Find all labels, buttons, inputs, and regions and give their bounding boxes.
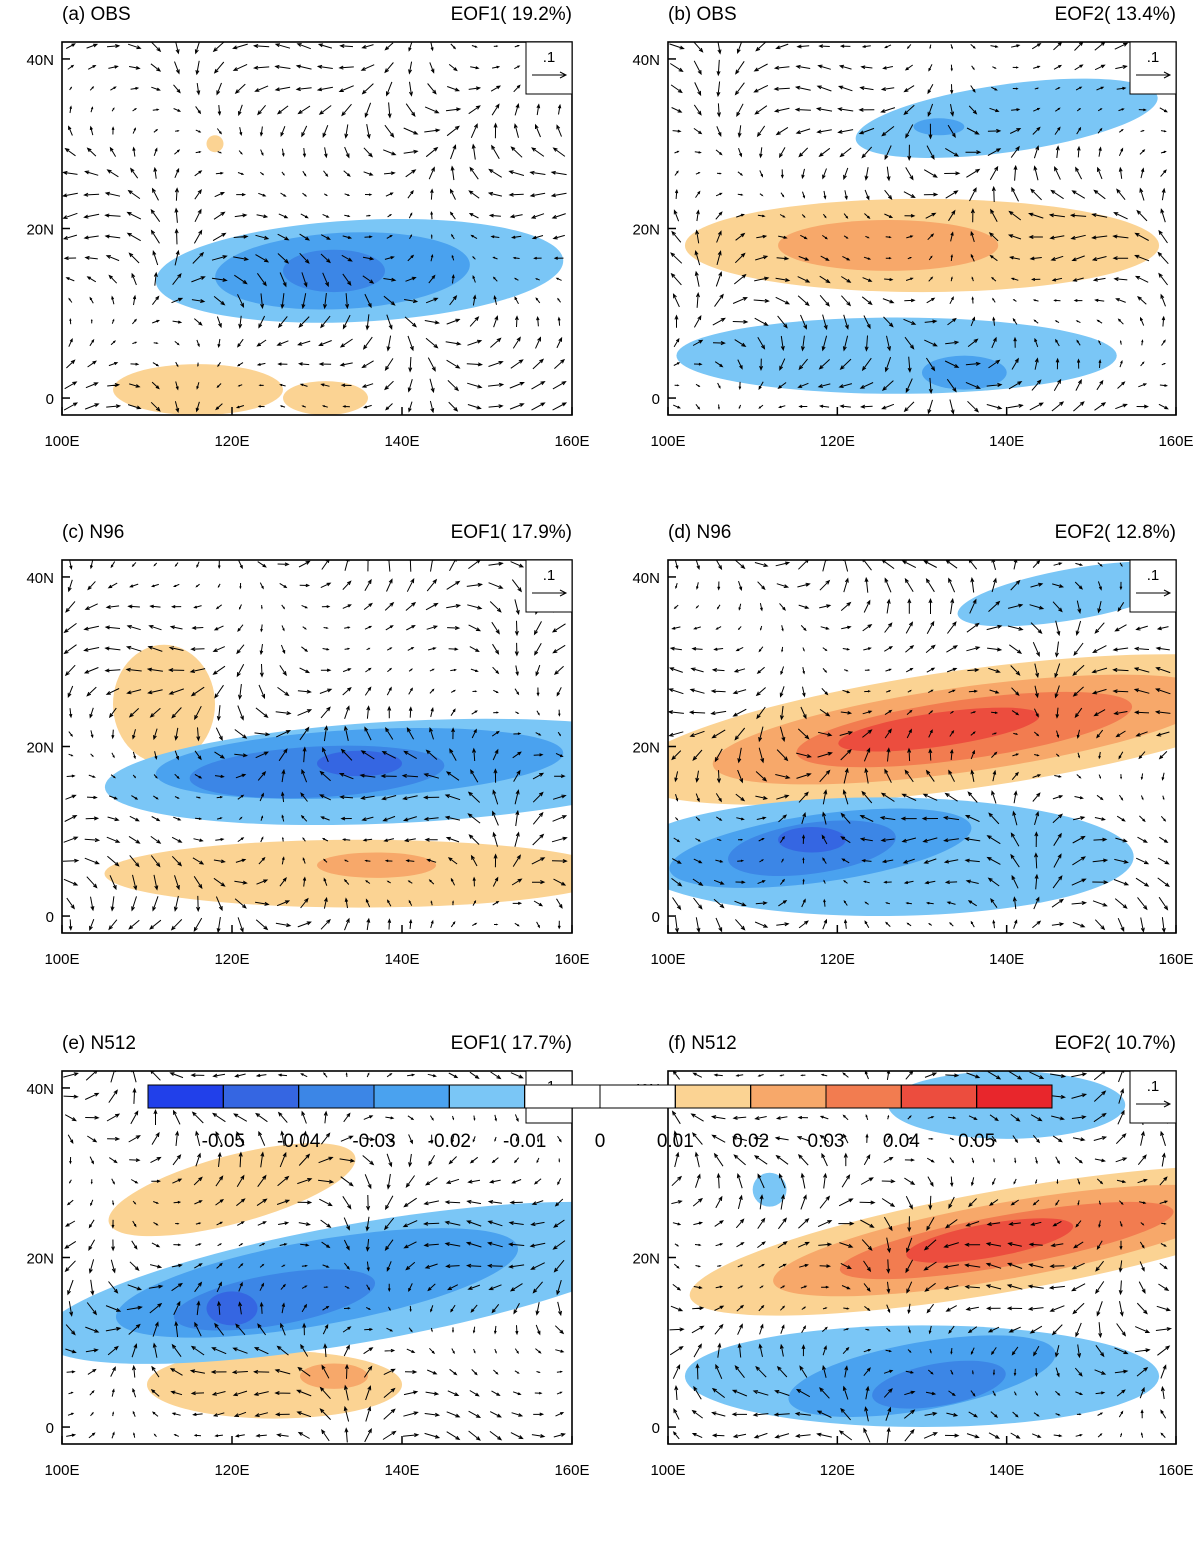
panel-label: (c) N96 bbox=[62, 522, 124, 543]
y-tick-label: 0 bbox=[46, 909, 54, 926]
x-tick-label: 160E bbox=[554, 1462, 589, 1479]
x-tick-label: 120E bbox=[820, 951, 855, 968]
y-tick-label: 0 bbox=[46, 1420, 54, 1437]
x-tick-label: 140E bbox=[989, 951, 1024, 968]
x-tick-label: 100E bbox=[44, 1462, 79, 1479]
colorbar-label: -0.03 bbox=[352, 1131, 395, 1152]
shaded-region bbox=[851, 64, 1162, 174]
y-tick-label: 0 bbox=[652, 909, 660, 926]
colorbar-box bbox=[826, 1085, 901, 1108]
y-tick-label: 20N bbox=[632, 740, 660, 757]
y-tick-label: 0 bbox=[652, 391, 660, 408]
panel-title: EOF1( 17.9%) bbox=[451, 522, 572, 543]
colorbar-box bbox=[600, 1085, 675, 1108]
colorbar-box bbox=[525, 1085, 600, 1108]
colorbar-box bbox=[374, 1085, 449, 1108]
panel-label: (e) N512 bbox=[62, 1033, 136, 1054]
colorbar-label: -0.02 bbox=[428, 1131, 471, 1152]
x-tick-label: 140E bbox=[989, 1462, 1024, 1479]
ref-vector-label: .1 bbox=[543, 49, 556, 66]
colorbar-box bbox=[223, 1085, 298, 1108]
y-tick-label: 0 bbox=[46, 391, 54, 408]
colorbar-box bbox=[675, 1085, 750, 1108]
x-tick-label: 100E bbox=[44, 433, 79, 450]
ref-vector-label: .1 bbox=[543, 567, 556, 584]
y-tick-label: 20N bbox=[26, 1251, 54, 1268]
colorbar-label: 0.02 bbox=[732, 1131, 769, 1152]
colorbar-label: 0.05 bbox=[958, 1131, 995, 1152]
map-panel bbox=[63, 557, 702, 932]
panel-label: (b) OBS bbox=[668, 4, 737, 25]
y-tick-label: 20N bbox=[26, 740, 54, 757]
map-panel bbox=[63, 39, 566, 415]
x-tick-label: 140E bbox=[384, 951, 419, 968]
x-tick-label: 100E bbox=[650, 951, 685, 968]
shaded-region bbox=[914, 118, 965, 135]
y-tick-label: 40N bbox=[632, 570, 660, 587]
x-tick-label: 100E bbox=[650, 1462, 685, 1479]
colorbar-label: 0.01 bbox=[657, 1131, 694, 1152]
ref-vector-label: .1 bbox=[1147, 1078, 1160, 1095]
x-tick-label: 160E bbox=[554, 951, 589, 968]
shaded-region bbox=[778, 827, 846, 852]
x-tick-label: 120E bbox=[214, 433, 249, 450]
colorbar-box bbox=[449, 1085, 524, 1108]
y-tick-label: 40N bbox=[26, 1081, 54, 1098]
y-tick-label: 20N bbox=[632, 222, 660, 239]
map-panel bbox=[31, 1068, 688, 1442]
y-tick-label: 20N bbox=[26, 222, 54, 239]
map-panel bbox=[621, 548, 1200, 932]
colorbar-label: -0.01 bbox=[503, 1131, 546, 1152]
x-tick-label: 140E bbox=[989, 433, 1024, 450]
colorbar-box bbox=[299, 1085, 374, 1108]
shaded-region bbox=[207, 135, 224, 152]
x-tick-label: 100E bbox=[650, 433, 685, 450]
colorbar-label: 0.04 bbox=[883, 1131, 920, 1152]
panel-title: EOF2( 13.4%) bbox=[1055, 4, 1176, 25]
y-tick-label: 0 bbox=[652, 1420, 660, 1437]
ref-vector-label: .1 bbox=[1147, 49, 1160, 66]
panel-label: (d) N96 bbox=[668, 522, 731, 543]
y-tick-label: 40N bbox=[26, 570, 54, 587]
panel-title: EOF2( 12.8%) bbox=[1055, 522, 1176, 543]
shaded-region bbox=[676, 318, 1116, 394]
x-tick-label: 120E bbox=[820, 433, 855, 450]
colorbar-box bbox=[751, 1085, 826, 1108]
y-tick-label: 40N bbox=[26, 52, 54, 69]
shaded-region bbox=[283, 381, 368, 415]
colorbar-box bbox=[977, 1085, 1052, 1108]
x-tick-label: 120E bbox=[820, 1462, 855, 1479]
panel-label: (a) OBS bbox=[62, 4, 131, 25]
ref-vector-label: .1 bbox=[1147, 567, 1160, 584]
panel-title: EOF1( 19.2%) bbox=[451, 4, 572, 25]
x-tick-label: 140E bbox=[384, 1462, 419, 1479]
panel-label: (f) N512 bbox=[668, 1033, 737, 1054]
x-tick-label: 100E bbox=[44, 951, 79, 968]
colorbar-label: -0.05 bbox=[202, 1131, 245, 1152]
colorbar-label: 0.03 bbox=[808, 1131, 845, 1152]
shaded-region bbox=[283, 250, 385, 292]
x-tick-label: 160E bbox=[554, 433, 589, 450]
x-tick-label: 160E bbox=[1158, 1462, 1193, 1479]
panel-title: EOF1( 17.7%) bbox=[451, 1033, 572, 1054]
x-tick-label: 120E bbox=[214, 951, 249, 968]
map-panel bbox=[670, 1069, 1200, 1443]
y-tick-label: 20N bbox=[632, 1251, 660, 1268]
shaded-region bbox=[317, 852, 436, 877]
panel-title: EOF2( 10.7%) bbox=[1055, 1033, 1176, 1054]
map-panel bbox=[669, 39, 1170, 413]
x-tick-label: 120E bbox=[214, 1462, 249, 1479]
colorbar-box bbox=[148, 1085, 223, 1108]
colorbar-box bbox=[901, 1085, 976, 1108]
x-tick-label: 160E bbox=[1158, 951, 1193, 968]
y-tick-label: 40N bbox=[632, 52, 660, 69]
shaded-region bbox=[778, 220, 998, 271]
colorbar-label: 0 bbox=[595, 1131, 606, 1152]
colorbar-label: -0.04 bbox=[277, 1131, 321, 1152]
x-tick-label: 160E bbox=[1158, 433, 1193, 450]
x-tick-label: 140E bbox=[384, 433, 419, 450]
shaded-region bbox=[922, 356, 1007, 390]
shaded-region bbox=[207, 1291, 258, 1325]
